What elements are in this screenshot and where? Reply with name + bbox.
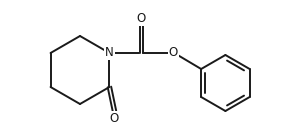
Text: O: O	[169, 47, 178, 59]
Text: O: O	[110, 112, 119, 124]
Text: N: N	[105, 47, 114, 59]
Text: O: O	[137, 12, 146, 25]
